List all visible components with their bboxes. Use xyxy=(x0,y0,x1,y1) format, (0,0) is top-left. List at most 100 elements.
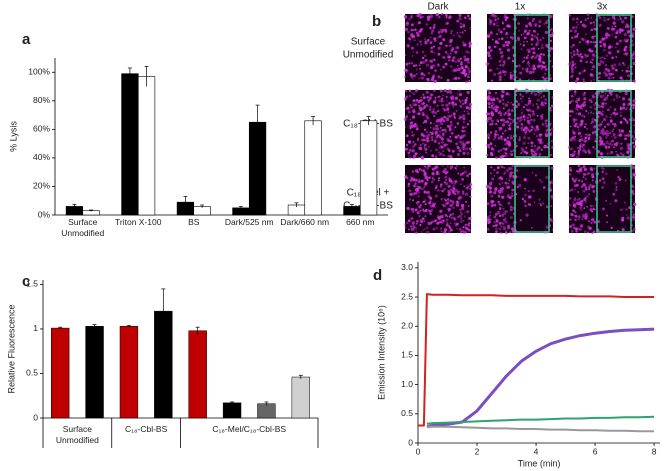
cell xyxy=(441,189,444,193)
cell xyxy=(573,226,576,229)
cell xyxy=(541,75,545,79)
cell xyxy=(485,184,490,189)
cell xyxy=(603,71,607,75)
cell xyxy=(420,43,422,46)
cell xyxy=(544,67,548,71)
cell xyxy=(520,100,523,103)
cell xyxy=(434,69,437,72)
cell xyxy=(410,62,413,65)
cell xyxy=(445,182,449,186)
cell xyxy=(588,187,591,190)
cell xyxy=(456,193,459,196)
cell xyxy=(618,62,622,66)
cell xyxy=(584,151,587,154)
cell xyxy=(580,135,583,138)
cell xyxy=(434,226,438,230)
cell xyxy=(520,109,523,112)
cell xyxy=(611,25,614,28)
cell xyxy=(592,230,596,234)
cell xyxy=(597,128,600,131)
cell xyxy=(527,189,530,193)
cell xyxy=(505,16,509,20)
cell xyxy=(425,151,428,154)
cell xyxy=(602,181,606,184)
cell xyxy=(462,151,466,155)
cell xyxy=(431,58,434,62)
cell xyxy=(449,199,453,203)
cell xyxy=(420,155,424,159)
cell xyxy=(424,41,428,45)
cell xyxy=(550,197,554,200)
cell xyxy=(415,98,418,102)
error-bar xyxy=(200,204,205,208)
cell xyxy=(586,40,590,44)
cell xyxy=(494,212,498,216)
cell xyxy=(460,25,463,29)
cell xyxy=(463,134,466,137)
cell xyxy=(412,28,415,32)
cell xyxy=(590,221,593,224)
cell xyxy=(570,65,574,68)
cell xyxy=(424,228,426,230)
cell xyxy=(422,138,426,142)
cell xyxy=(461,102,465,105)
cell xyxy=(586,205,588,208)
cell xyxy=(568,203,571,207)
cell xyxy=(454,96,459,100)
cell xyxy=(551,140,553,143)
cell xyxy=(572,138,577,142)
cell xyxy=(551,127,555,131)
cell xyxy=(439,220,442,224)
cell xyxy=(611,129,614,133)
cell xyxy=(522,44,526,47)
cell xyxy=(583,197,587,202)
cell xyxy=(412,115,416,119)
cell xyxy=(511,192,514,195)
cell xyxy=(536,106,540,110)
label-line: C₁₈-Mel/C₁₈-Cbl-BS xyxy=(212,424,286,434)
cell xyxy=(620,152,622,155)
cell xyxy=(527,60,530,63)
cell xyxy=(625,108,628,111)
cell xyxy=(579,144,582,148)
cell xyxy=(485,62,489,66)
bar xyxy=(304,120,322,216)
cell xyxy=(499,207,502,209)
cell xyxy=(411,221,416,225)
label-line: Unmodified xyxy=(56,435,99,445)
cell xyxy=(413,39,416,42)
bar xyxy=(137,76,156,216)
cell xyxy=(542,202,545,205)
highlight-box xyxy=(596,90,632,158)
cell xyxy=(534,152,538,156)
cell xyxy=(593,220,597,224)
cell xyxy=(586,195,589,198)
cell xyxy=(591,179,594,182)
cell xyxy=(412,64,416,68)
cell xyxy=(457,146,460,150)
cell xyxy=(500,58,503,61)
cell xyxy=(569,125,572,128)
cell xyxy=(535,148,539,152)
cell xyxy=(567,62,571,66)
cell xyxy=(459,62,463,66)
cell xyxy=(441,221,444,225)
cell xyxy=(516,36,520,40)
cell xyxy=(507,182,510,185)
cell xyxy=(594,40,597,44)
cell xyxy=(618,129,621,131)
cell xyxy=(410,91,413,94)
cell xyxy=(591,53,595,57)
cell xyxy=(432,26,436,29)
cell xyxy=(576,77,580,81)
cell xyxy=(448,230,451,234)
cell xyxy=(507,193,510,197)
cell xyxy=(415,64,418,67)
cell xyxy=(621,129,625,133)
cell xyxy=(417,195,420,198)
cell xyxy=(601,102,605,106)
cell xyxy=(420,179,424,183)
cell xyxy=(496,24,499,27)
cell xyxy=(582,80,586,83)
cell xyxy=(592,21,596,24)
